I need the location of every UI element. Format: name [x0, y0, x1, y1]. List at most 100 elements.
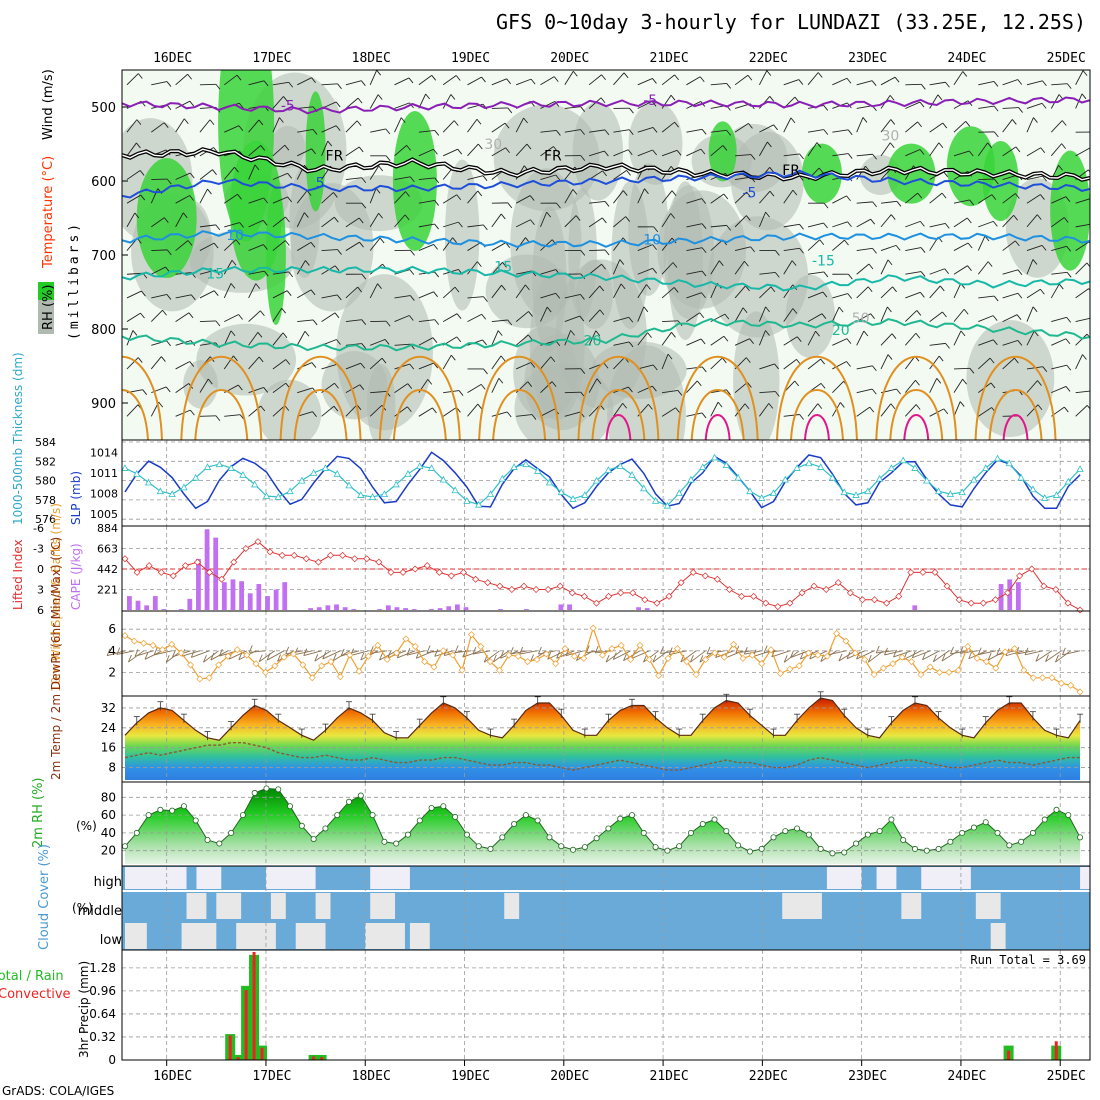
- wind-barb: [442, 237, 454, 251]
- wind-speed-point: [1039, 674, 1047, 682]
- wind-barb-flag: [153, 647, 158, 656]
- wind-barb: [540, 76, 555, 86]
- precip-tick-label: 0: [108, 1053, 116, 1067]
- rh-point: [1006, 842, 1013, 849]
- wind-barb: [613, 259, 621, 275]
- wind-barb: [1075, 354, 1083, 370]
- wind-tick-label: 2: [108, 665, 116, 679]
- li-point: [121, 555, 129, 563]
- wind-barb: [491, 122, 506, 133]
- wind-barb-flag: [992, 221, 998, 227]
- wind-barb: [734, 246, 751, 251]
- wind-barb-flag: [434, 177, 440, 184]
- thickness-point: [911, 464, 919, 471]
- rh-point: [805, 831, 812, 838]
- li-point: [169, 572, 177, 580]
- rh-shade-green: [1050, 150, 1090, 271]
- wind-barb-flag: [1062, 647, 1066, 656]
- precip-panel: 1.280.960.640.320: [89, 950, 1090, 1067]
- wind-barb: [941, 650, 959, 662]
- wind-barb: [832, 77, 848, 86]
- wind-barb: [297, 319, 314, 323]
- wind-barb-flag: [531, 414, 537, 420]
- wind-barb-flag: [477, 190, 483, 197]
- wind-barb-flag: [891, 333, 897, 339]
- wind-barb: [418, 407, 433, 417]
- wind-barb: [1051, 83, 1068, 86]
- li-point: [653, 599, 661, 607]
- slp-tick-label: 1005: [90, 508, 118, 521]
- wind-barb: [345, 241, 360, 251]
- wind-barb: [223, 239, 237, 251]
- wind-barb: [510, 650, 528, 655]
- wind-barb: [686, 312, 700, 322]
- cape-bar: [273, 589, 279, 610]
- cloud-level-label: high: [94, 875, 122, 890]
- wind-speed-point: [627, 655, 635, 663]
- thickness-point: [404, 469, 412, 477]
- wind-barb: [515, 334, 529, 346]
- wind-barb-flag: [500, 213, 506, 220]
- rh-point: [169, 807, 176, 814]
- wind-barb-flag: [481, 313, 487, 320]
- wind-barb: [564, 71, 574, 86]
- wind-barb: [467, 384, 482, 394]
- wind-barb-flag: [743, 646, 748, 655]
- wind-barb-flag: [699, 76, 705, 83]
- contour-label: -15: [812, 253, 835, 269]
- wind-barb: [224, 125, 240, 133]
- wind-barb-flag: [385, 155, 391, 162]
- wind-barb-flag: [481, 76, 486, 83]
- rh-shade-green: [305, 91, 326, 212]
- wind-speed-point: [599, 651, 607, 659]
- wind-barb-flag: [717, 401, 723, 408]
- thickness-point: [545, 478, 554, 486]
- wind-barb-flag: [993, 81, 999, 87]
- thickness-point: [946, 490, 955, 497]
- wind-barb: [515, 117, 524, 133]
- wind-barb: [516, 414, 533, 417]
- wind-barb-flag: [920, 221, 925, 227]
- wind-barb-flag: [1088, 288, 1090, 292]
- wind-barb: [516, 270, 532, 275]
- contour-label: -5: [643, 93, 657, 109]
- wind-barb-flag: [255, 283, 261, 289]
- wind-barb-flag: [565, 648, 570, 656]
- wind-barb: [1002, 240, 1016, 251]
- wind-barb-flag: [623, 653, 627, 661]
- wind-barb: [588, 217, 603, 228]
- wind-speed-point: [758, 660, 766, 668]
- wind-barb: [369, 405, 383, 417]
- wind-barb: [905, 404, 917, 417]
- wind-barb: [248, 164, 256, 180]
- wind-barb-flag: [553, 76, 559, 82]
- cape-bar: [446, 606, 452, 610]
- wind-speed-point: [233, 646, 241, 654]
- cloud-mid-clear: [270, 893, 286, 919]
- thickness-point: [840, 488, 848, 496]
- wind-barb-flag: [763, 645, 768, 653]
- isotherm-warm: [591, 389, 646, 440]
- wind-barb: [856, 650, 875, 660]
- wind-barb-flag: [555, 174, 561, 181]
- wind-barb: [953, 150, 970, 157]
- wind-barb-flag: [846, 338, 852, 344]
- wind-barb-flag: [920, 247, 926, 253]
- wind-barb-flag: [433, 362, 439, 369]
- wind-barb-flag: [1065, 196, 1071, 202]
- wind-barb-flag: [604, 150, 609, 157]
- wind-barb-flag: [434, 200, 439, 206]
- cloud-mid-clear: [370, 893, 396, 919]
- wind-barb-flag: [579, 315, 585, 322]
- wind-barb-flag: [701, 366, 707, 373]
- wind-barb-flag: [407, 383, 413, 389]
- wind-barb-flag: [701, 292, 706, 299]
- thickness-point: [675, 489, 683, 497]
- contour-label: -5: [743, 185, 757, 201]
- wind-barb-flag: [867, 655, 872, 663]
- li-point: [774, 603, 782, 611]
- cape-bar: [567, 604, 572, 610]
- rh-point: [947, 838, 954, 845]
- wind-speed-point: [739, 654, 747, 662]
